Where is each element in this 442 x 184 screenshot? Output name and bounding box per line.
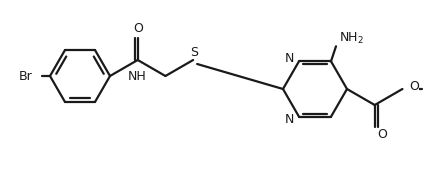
Text: N: N: [285, 52, 294, 65]
Text: O: O: [409, 79, 419, 93]
Text: O: O: [133, 22, 143, 36]
Text: O: O: [378, 128, 388, 141]
Text: Br: Br: [18, 70, 32, 82]
Text: N: N: [285, 113, 294, 126]
Text: S: S: [190, 45, 198, 59]
Text: NH$_2$: NH$_2$: [339, 31, 364, 46]
Text: NH: NH: [128, 70, 147, 82]
